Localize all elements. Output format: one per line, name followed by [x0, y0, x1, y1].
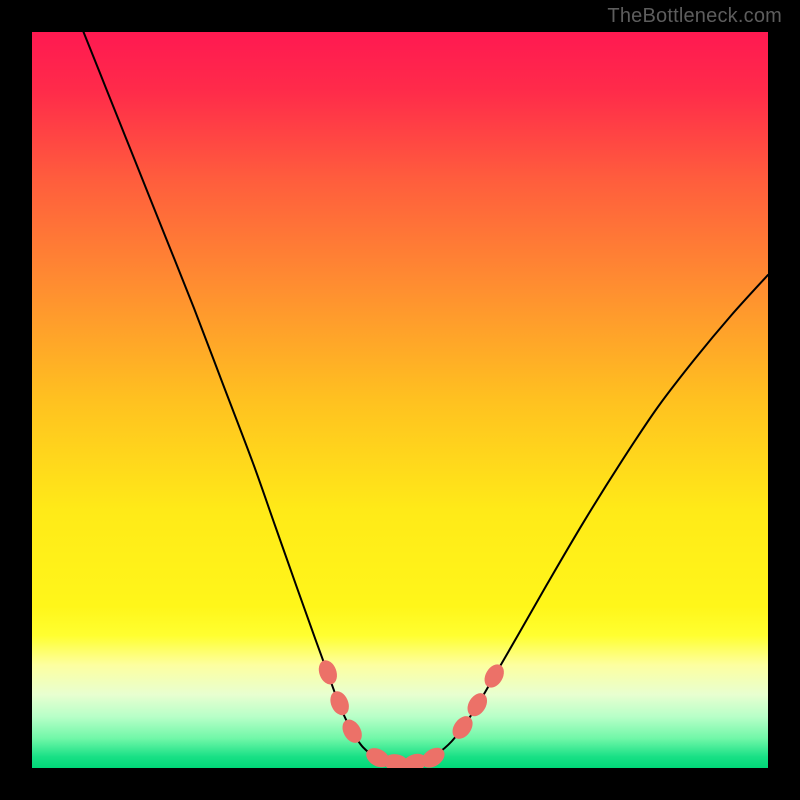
curve-marker [328, 689, 352, 717]
plot-area [32, 32, 768, 768]
chart-frame: TheBottleneck.com [0, 0, 800, 800]
curve-layer [32, 32, 768, 768]
bottleneck-curve [84, 32, 768, 765]
curve-marker [464, 690, 490, 719]
curve-marker [449, 713, 476, 742]
curve-marker [481, 662, 507, 691]
watermark-text: TheBottleneck.com [607, 5, 782, 28]
curve-marker [316, 658, 339, 686]
curve-marker [339, 717, 365, 746]
